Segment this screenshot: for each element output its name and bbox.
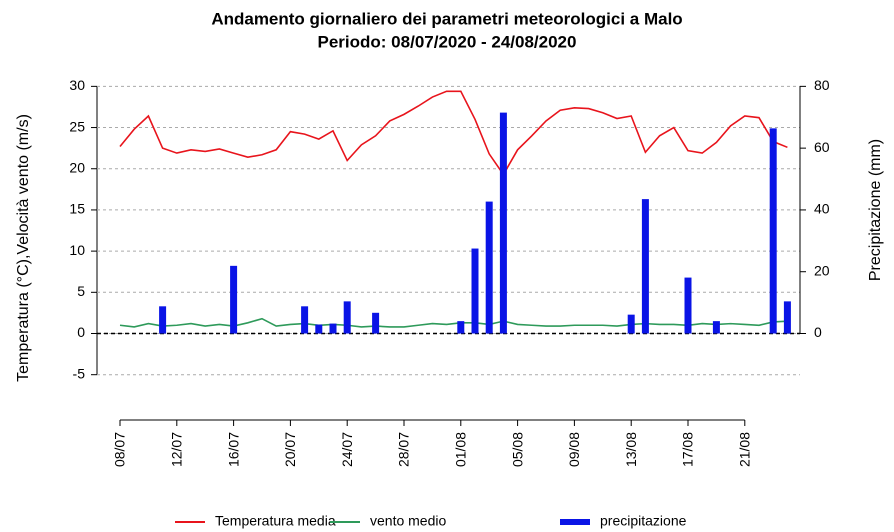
bar [499, 112, 507, 334]
bar [712, 321, 720, 334]
x-tick-label: 21/08 [737, 432, 753, 467]
y2-tick-label: 20 [814, 262, 830, 278]
bar [315, 324, 323, 334]
chart-title: Andamento giornaliero dei parametri mete… [211, 9, 682, 28]
y-tick-label: 10 [69, 242, 85, 258]
bar [372, 312, 380, 334]
y2-axis-label: Precipitazione (mm) [867, 139, 884, 281]
x-tick-label: 05/08 [509, 432, 525, 467]
bar [471, 248, 479, 334]
bar [329, 323, 337, 334]
y-tick-label: -5 [73, 365, 86, 381]
line [119, 90, 788, 177]
bar [641, 199, 649, 334]
y-tick-label: 30 [69, 77, 85, 93]
x-tick-label: 24/07 [339, 432, 355, 467]
y2-tick-label: 80 [814, 77, 830, 93]
x-tick-label: 17/08 [680, 432, 696, 467]
y2-tick-label: 40 [814, 201, 830, 217]
y-axis-label: Temperatura (°C),Velocità vento (m/s) [15, 114, 32, 382]
y-tick-label: 25 [69, 118, 85, 134]
x-tick-label: 16/07 [225, 432, 241, 467]
bar [343, 301, 351, 334]
x-tick-label: 09/08 [566, 432, 582, 467]
x-tick-label: 08/07 [112, 432, 128, 467]
bar [783, 301, 791, 334]
x-tick-label: 01/08 [453, 432, 469, 467]
y2-tick-label: 0 [814, 324, 822, 340]
legend-label: vento medio [370, 513, 446, 529]
bar [301, 306, 309, 334]
x-tick-label: 13/08 [623, 432, 639, 467]
y-tick-label: 5 [77, 283, 85, 299]
bar [769, 128, 777, 334]
bar [485, 201, 493, 334]
legend-label: precipitazione [600, 513, 687, 529]
x-tick-label: 28/07 [396, 432, 412, 467]
x-tick-label: 12/07 [169, 432, 185, 467]
legend-label: Temperatura media [215, 513, 336, 529]
y-tick-label: 15 [69, 201, 85, 217]
x-tick-label: 20/07 [282, 432, 298, 467]
bar [457, 321, 465, 334]
y-tick-label: 0 [77, 324, 85, 340]
bar [230, 265, 238, 334]
y-tick-label: 20 [69, 159, 85, 175]
bar [684, 277, 692, 334]
y2-tick-label: 60 [814, 139, 830, 155]
chart-subtitle: Periodo: 08/07/2020 - 24/08/2020 [318, 32, 577, 51]
bar [159, 306, 167, 334]
bar [627, 314, 635, 334]
